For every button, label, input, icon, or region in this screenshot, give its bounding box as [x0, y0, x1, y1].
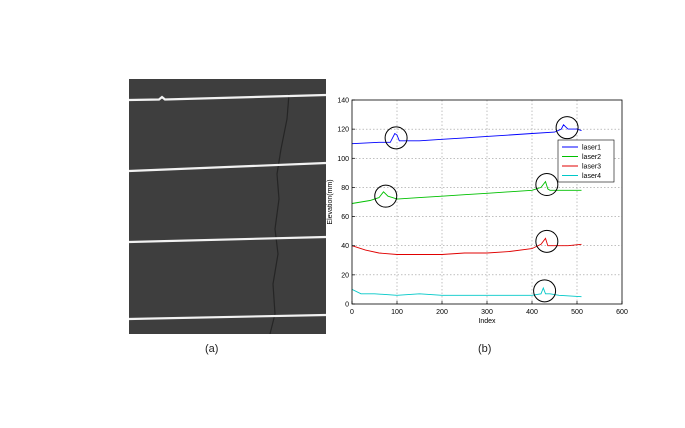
annotation-circle	[533, 279, 557, 303]
panel-label-a: (a)	[205, 343, 219, 355]
pavement-surface	[129, 79, 326, 334]
laser-line-3	[129, 235, 326, 244]
series-line-laser3	[351, 237, 582, 255]
y-tick-label: 120	[337, 127, 349, 134]
y-tick-label: 140	[337, 98, 349, 105]
x-tick-label: 100	[391, 309, 403, 316]
x-axis-label: Index	[478, 318, 496, 325]
laser-line-photo	[129, 79, 326, 334]
x-tick-label: 500	[571, 309, 583, 316]
x-tick-label: 0	[350, 309, 354, 316]
series-line-laser1	[351, 124, 582, 145]
y-axis-label: Elevation(mm)	[327, 179, 334, 224]
legend-label-laser1: laser1	[582, 145, 601, 152]
annotation-circle	[535, 173, 559, 197]
x-tick-label: 300	[481, 309, 493, 316]
laser-line-1	[129, 93, 326, 102]
legend-label-laser3: laser3	[582, 164, 601, 171]
laser-line-2	[129, 161, 326, 173]
y-tick-label: 40	[341, 243, 349, 250]
y-tick-label: 60	[341, 214, 349, 221]
annotation-circle	[535, 229, 559, 253]
series-line-laser4	[351, 286, 582, 298]
laser-line-4	[129, 313, 326, 321]
pavement-texture-band	[129, 79, 326, 334]
annotation-circle	[555, 116, 579, 140]
y-tick-label: 0	[345, 302, 349, 309]
y-tick-label: 100	[337, 156, 349, 163]
legend-label-laser2: laser2	[582, 154, 601, 161]
x-tick-label: 200	[436, 309, 448, 316]
x-tick-label: 600	[616, 309, 628, 316]
pavement-crack	[269, 93, 290, 334]
y-tick-label: 80	[341, 185, 349, 192]
x-tick-label: 400	[526, 309, 538, 316]
annotation-circle	[384, 126, 408, 150]
series-line-laser2	[351, 180, 582, 204]
legend-label-laser4: laser4	[582, 173, 601, 180]
annotation-circle	[374, 184, 398, 208]
y-tick-label: 20	[341, 272, 349, 279]
elevation-chart: 0 100 200 300 400 500 600 0 20 40 60 80 100 120 140 Ind…	[327, 98, 628, 326]
panel-label-b: (b)	[478, 343, 492, 355]
